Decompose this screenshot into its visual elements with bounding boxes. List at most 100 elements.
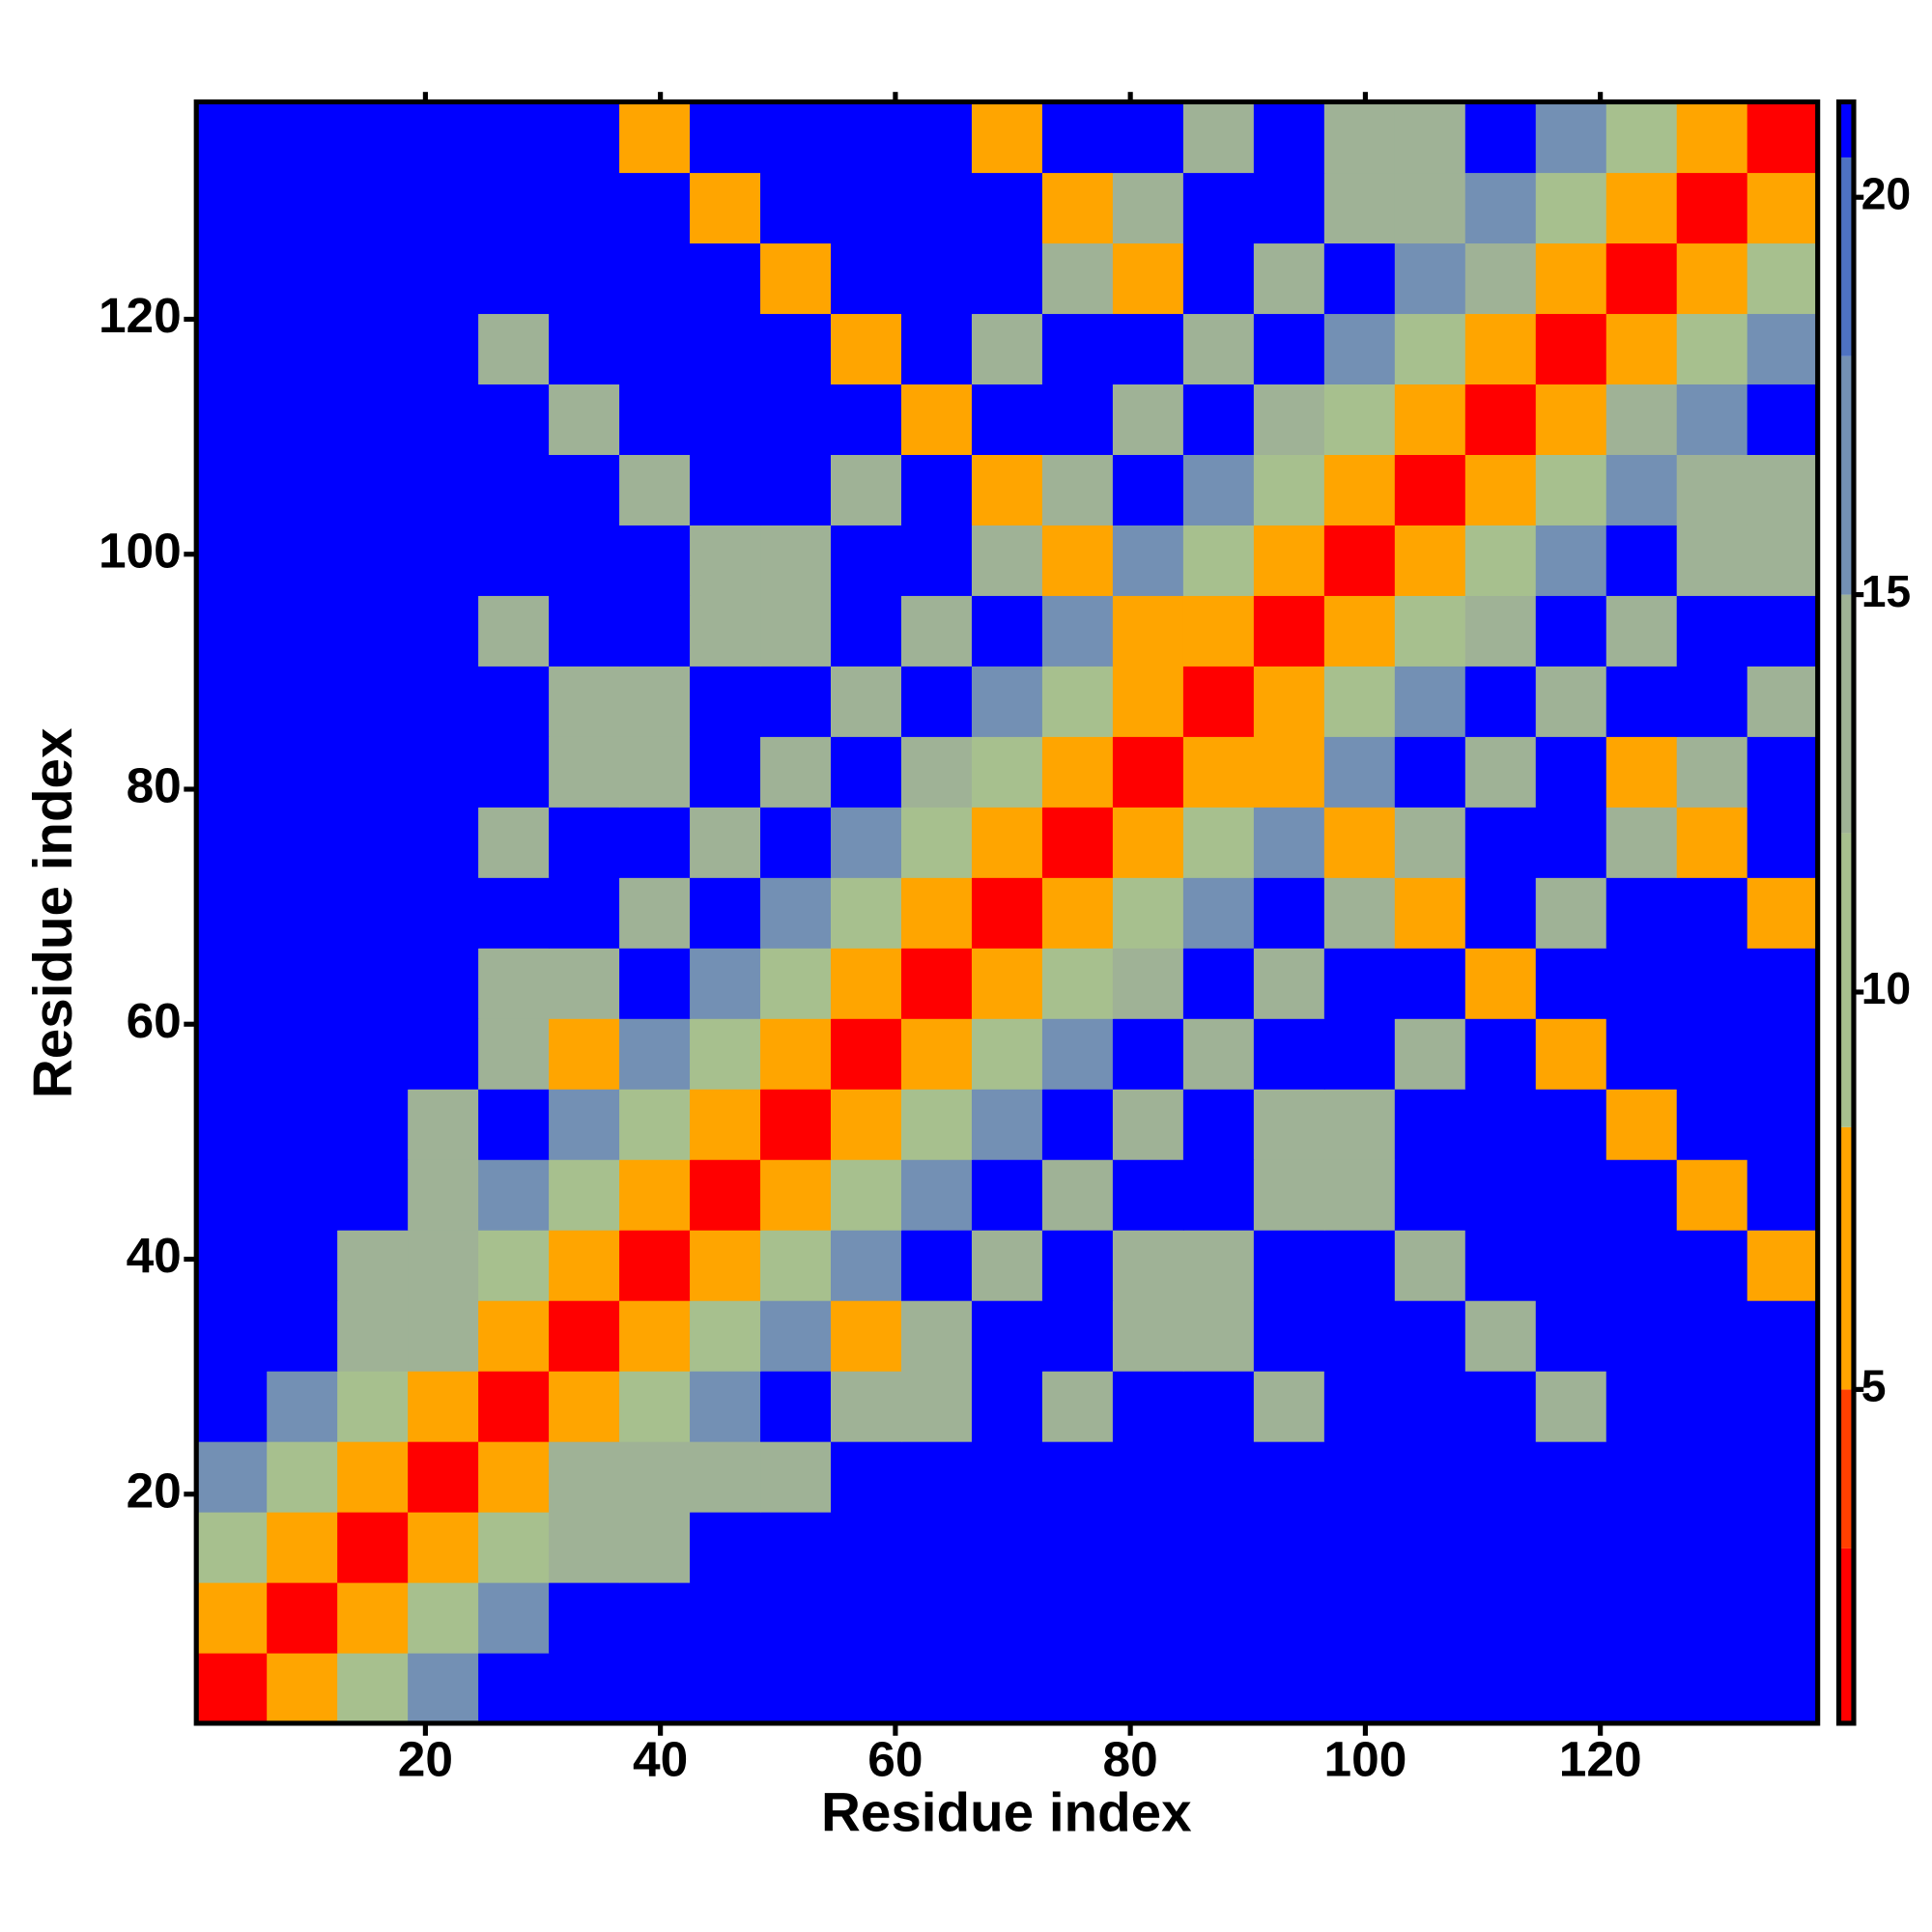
heatmap-cell: [267, 101, 338, 174]
heatmap-cell: [1535, 454, 1607, 526]
heatmap-cell: [760, 384, 832, 455]
heatmap-cell: [760, 666, 832, 737]
heatmap-cell: [1182, 313, 1255, 385]
heatmap-cell: [408, 948, 479, 1019]
heatmap-cell: [408, 242, 479, 315]
heatmap-cell: [1747, 948, 1819, 1019]
heatmap-cell: [1676, 242, 1748, 315]
heatmap-cell: [478, 877, 550, 949]
heatmap-cell: [1747, 525, 1819, 596]
heatmap-cell: [337, 1652, 409, 1724]
heatmap-cell: [690, 595, 761, 667]
heatmap-cell: [1041, 172, 1114, 244]
heatmap-cell: [1041, 1018, 1114, 1090]
heatmap-cell: [1182, 1230, 1255, 1301]
heatmap-cell: [1112, 1159, 1184, 1231]
heatmap-cell: [1535, 242, 1607, 315]
heatmap-cell: [408, 1371, 479, 1442]
heatmap-cell: [760, 948, 832, 1019]
heatmap-cell: [1747, 1441, 1819, 1513]
heatmap-cell: [1041, 242, 1114, 315]
ticks: 20 40 60 80 100 120 20 40 60 80 100 120: [99, 92, 1642, 1787]
heatmap-cell: [1535, 1441, 1607, 1513]
heatmap-cell: [549, 1230, 620, 1301]
heatmap-cell: [478, 1511, 550, 1583]
heatmap-cell: [267, 736, 338, 808]
heatmap-cell: [196, 666, 268, 737]
heatmap-cell: [337, 948, 409, 1019]
heatmap-cell: [1182, 172, 1255, 244]
heatmap-cell: [1253, 1159, 1325, 1231]
heatmap-cell: [1676, 1652, 1748, 1724]
heatmap-cell: [1323, 313, 1396, 385]
heatmap-cell: [619, 877, 691, 949]
heatmap-cell: [267, 525, 338, 596]
heatmap-cell: [1253, 384, 1325, 455]
heatmap-cell: [1605, 666, 1678, 737]
heatmap-cell: [1041, 1581, 1114, 1654]
heatmap-cell: [831, 807, 902, 878]
heatmap-cell: [1323, 1581, 1396, 1654]
heatmap-cell: [478, 595, 550, 667]
heatmap-cell: [1605, 242, 1678, 315]
heatmap-cell: [1676, 1581, 1748, 1654]
heatmap-cell: [1747, 1018, 1819, 1090]
heatmap-cell: [267, 1300, 338, 1372]
heatmap-cell: [971, 525, 1043, 596]
heatmap-cell: [760, 807, 832, 878]
heatmap-cell: [1676, 1371, 1748, 1442]
heatmap-cell: [619, 1652, 691, 1724]
heatmap-cell: [408, 595, 479, 667]
heatmap-cell: [619, 313, 691, 385]
heatmap-cell: [900, 242, 973, 315]
heatmap-cell: [760, 1159, 832, 1231]
heatmap-cell: [1605, 595, 1678, 667]
heatmap-cell: [1253, 1511, 1325, 1583]
heatmap-cell: [1112, 525, 1184, 596]
heatmap-cell: [1041, 525, 1114, 596]
heatmap-cell: [549, 1018, 620, 1090]
heatmap-cell: [690, 172, 761, 244]
heatmap-cell: [1112, 242, 1184, 315]
heatmap-cell: [1041, 736, 1114, 808]
heatmap-cell: [1182, 877, 1255, 949]
heatmap-cell: [900, 525, 973, 596]
heatmap-cell: [1182, 1581, 1255, 1654]
heatmap-cell: [1464, 384, 1537, 455]
heatmap-cell: [196, 172, 268, 244]
heatmap-cell: [1041, 384, 1114, 455]
heatmap-cell: [690, 736, 761, 808]
heatmap-cell: [690, 948, 761, 1019]
heatmap-cell: [1394, 384, 1466, 455]
heatmap-cell: [1253, 666, 1325, 737]
heatmap-cell: [1041, 807, 1114, 878]
heatmap-cell: [549, 948, 620, 1019]
heatmap-cell: [337, 1371, 409, 1442]
heatmap-cell: [196, 1581, 268, 1654]
heatmap-cell: [337, 877, 409, 949]
heatmap-cell: [196, 1089, 268, 1160]
heatmap-cell: [690, 1652, 761, 1724]
heatmap-cell: [760, 454, 832, 526]
heatmap-cell: [1676, 172, 1748, 244]
heatmap-cell: [478, 948, 550, 1019]
heatmap-cell: [1394, 1371, 1466, 1442]
heatmap-cell: [971, 1441, 1043, 1513]
heatmap-cell: [337, 313, 409, 385]
heatmap-cell: [196, 807, 268, 878]
colorbar-segment: [1838, 157, 1854, 356]
heatmap-cell: [1605, 1511, 1678, 1583]
heatmap-cell: [1676, 877, 1748, 949]
heatmap-cell: [1041, 101, 1114, 174]
heatmap-cell: [1323, 242, 1396, 315]
heatmap-cell: [1605, 1581, 1678, 1654]
heatmap-cell: [1182, 736, 1255, 808]
heatmap-cell: [1605, 313, 1678, 385]
colorbar-segment: [1838, 355, 1854, 595]
heatmap-cell: [1323, 172, 1396, 244]
heatmap-cell: [1323, 1230, 1396, 1301]
heatmap-cell: [1464, 736, 1537, 808]
heatmap-cell: [478, 242, 550, 315]
heatmap-cell: [1182, 1371, 1255, 1442]
heatmap-cell: [1323, 384, 1396, 455]
